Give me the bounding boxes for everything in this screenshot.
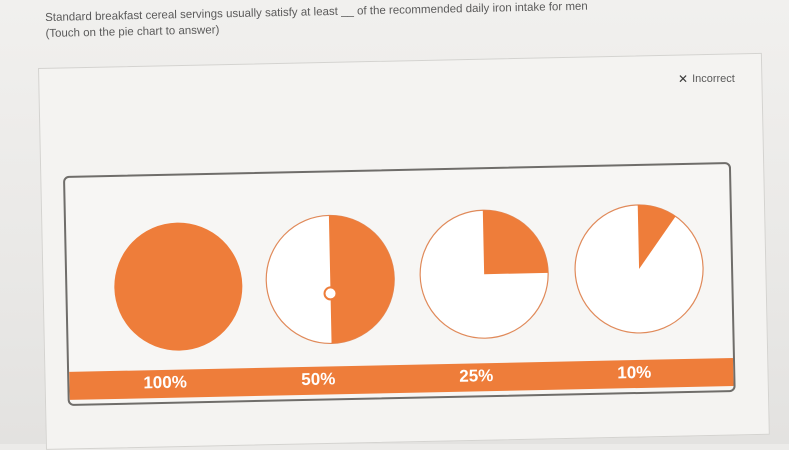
option-label-50: 50% — [301, 369, 336, 390]
pie-chart — [419, 209, 549, 339]
option-label-25: 25% — [459, 366, 494, 386]
pie-chart — [265, 214, 395, 345]
option-label-10: 10% — [617, 362, 652, 383]
question-text: Standard breakfast cereal servings usual… — [45, 0, 588, 42]
status-label: Incorrect — [692, 73, 735, 85]
status-indicator: ✕ Incorrect — [678, 72, 735, 86]
pie-slice — [637, 204, 676, 269]
pie-option-10[interactable] — [571, 201, 708, 338]
selection-marker — [323, 286, 338, 301]
pie-slice — [328, 215, 395, 344]
pie-slice — [482, 210, 549, 275]
pie-slice — [114, 222, 243, 351]
pie-option-100[interactable] — [110, 218, 247, 355]
pie-option-50[interactable] — [262, 211, 399, 348]
pie-chart — [114, 222, 243, 351]
pie-options — [65, 164, 736, 378]
pie-chart — [574, 204, 704, 334]
pie-option-25[interactable] — [416, 206, 553, 343]
pie-choice-card: 100% 50% 25% 10% — [63, 162, 736, 406]
option-label-100: 100% — [143, 372, 188, 393]
x-icon: ✕ — [678, 72, 689, 86]
